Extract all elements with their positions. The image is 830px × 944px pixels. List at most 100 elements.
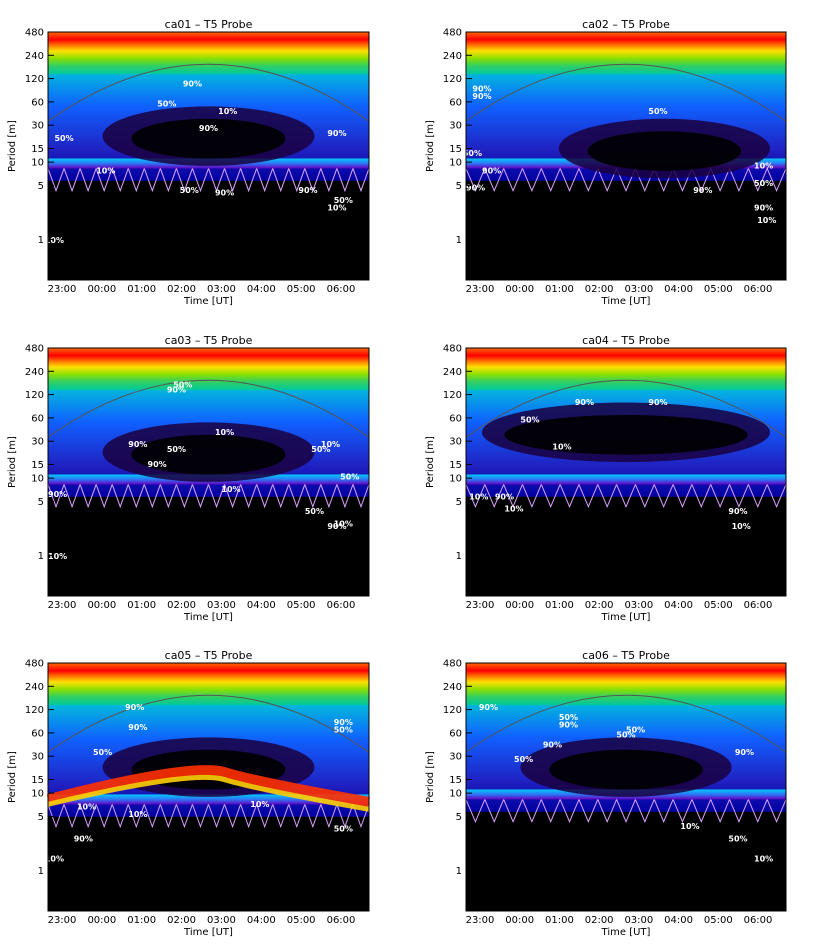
x-tick-label: 05:00 bbox=[704, 284, 733, 295]
significance-label: 90% bbox=[472, 85, 491, 94]
y-tick-label: 480 bbox=[443, 344, 462, 355]
wavelet-panel-6: 90%50%90%50%50%90%50%90%10%50%10%4802401… bbox=[425, 649, 787, 938]
rim-band bbox=[48, 794, 369, 805]
x-tick-label: 06:00 bbox=[744, 600, 773, 611]
x-tick-label: 05:00 bbox=[287, 284, 316, 295]
x-tick-label: 03:00 bbox=[624, 600, 653, 611]
x-tick-label: 02:00 bbox=[167, 284, 196, 295]
y-tick-label: 240 bbox=[25, 682, 44, 693]
x-tick-label: 04:00 bbox=[664, 284, 693, 295]
significance-label: 90% bbox=[183, 80, 202, 89]
significance-label: 50% bbox=[334, 196, 353, 205]
plot-frame bbox=[47, 31, 370, 281]
significance-label: 90% bbox=[215, 189, 234, 198]
x-tick-label: 02:00 bbox=[585, 915, 614, 926]
significance-label: 90% bbox=[128, 440, 147, 449]
significance-label: 90% bbox=[167, 386, 186, 395]
significance-label: 90% bbox=[74, 835, 93, 844]
significance-label: 10% bbox=[334, 520, 353, 529]
significance-core bbox=[587, 131, 742, 171]
significance-label: 50% bbox=[54, 134, 73, 143]
significance-label: 90% bbox=[472, 92, 491, 101]
y-tick-label: 480 bbox=[443, 28, 462, 39]
y-tick-label: 1 bbox=[456, 551, 462, 562]
significance-label: 90% bbox=[728, 507, 747, 516]
x-tick-label: 02:00 bbox=[585, 284, 614, 295]
significance-label: 90% bbox=[735, 748, 754, 757]
significance-label: 10% bbox=[218, 107, 237, 116]
y-tick-label: 120 bbox=[25, 74, 44, 85]
y-tick-label: 120 bbox=[443, 74, 462, 85]
y-tick-label: 120 bbox=[443, 390, 462, 401]
power-ridge-edge bbox=[47, 774, 370, 812]
y-tick-label: 5 bbox=[456, 812, 462, 823]
significance-label: 10% bbox=[754, 161, 773, 170]
x-tick-label: 02:00 bbox=[585, 600, 614, 611]
significance-label: 50% bbox=[520, 415, 539, 424]
rim-contour bbox=[465, 798, 787, 824]
y-tick-label: 15 bbox=[31, 775, 44, 786]
significance-core bbox=[504, 414, 748, 455]
significance-label: 50% bbox=[626, 725, 645, 734]
significance-label: 10% bbox=[469, 492, 488, 501]
x-tick-label: 04:00 bbox=[247, 284, 276, 295]
significance-label: 10% bbox=[327, 204, 346, 213]
y-tick-label: 60 bbox=[449, 97, 462, 108]
x-tick-label: 01:00 bbox=[127, 600, 156, 611]
x-tick-label: 00:00 bbox=[505, 284, 534, 295]
significance-label: 50% bbox=[167, 445, 186, 454]
x-tick-label: 23:00 bbox=[48, 915, 77, 926]
x-axis-label: Time [UT] bbox=[601, 927, 651, 938]
x-tick-label: 05:00 bbox=[287, 915, 316, 926]
y-tick-label: 240 bbox=[25, 367, 44, 378]
y-tick-label: 1 bbox=[38, 235, 44, 246]
y-tick-label: 30 bbox=[449, 437, 462, 448]
x-tick-label: 01:00 bbox=[127, 284, 156, 295]
significance-label: 50% bbox=[340, 472, 359, 481]
significance-label: 50% bbox=[334, 725, 353, 734]
x-axis-label: Time [UT] bbox=[601, 612, 651, 623]
y-axis-label: Period [m] bbox=[425, 436, 436, 488]
y-tick-label: 60 bbox=[31, 97, 44, 108]
y-tick-label: 1 bbox=[38, 866, 44, 877]
significance-label: 10% bbox=[680, 822, 699, 831]
plot-frame bbox=[465, 347, 787, 597]
y-tick-label: 30 bbox=[31, 121, 44, 132]
y-tick-label: 120 bbox=[25, 390, 44, 401]
y-tick-label: 15 bbox=[449, 144, 462, 155]
significance-label: 90% bbox=[327, 129, 346, 138]
y-tick-label: 5 bbox=[38, 181, 44, 192]
x-tick-label: 03:00 bbox=[207, 284, 236, 295]
significance-label: 90% bbox=[334, 718, 353, 727]
y-tick-label: 10 bbox=[449, 474, 462, 485]
y-tick-label: 5 bbox=[38, 497, 44, 508]
significance-label: 10% bbox=[754, 854, 773, 863]
significance-label: 50% bbox=[157, 99, 176, 108]
x-tick-label: 01:00 bbox=[545, 915, 574, 926]
y-tick-label: 480 bbox=[25, 344, 44, 355]
x-tick-label: 00:00 bbox=[505, 915, 534, 926]
y-tick-label: 30 bbox=[449, 121, 462, 132]
significance-label: 90% bbox=[125, 703, 144, 712]
significance-label: 50% bbox=[728, 835, 747, 844]
x-tick-label: 23:00 bbox=[466, 600, 495, 611]
significance-label: 10% bbox=[757, 216, 776, 225]
significance-label: 10% bbox=[250, 800, 269, 809]
plot-frame bbox=[47, 662, 370, 912]
significance-label: 50% bbox=[754, 179, 773, 188]
x-tick-label: 04:00 bbox=[664, 600, 693, 611]
y-tick-label: 480 bbox=[443, 659, 462, 670]
x-tick-label: 03:00 bbox=[207, 915, 236, 926]
x-tick-label: 01:00 bbox=[545, 600, 574, 611]
rim-contour bbox=[465, 483, 787, 509]
y-tick-label: 120 bbox=[25, 705, 44, 716]
x-tick-label: 06:00 bbox=[327, 284, 356, 295]
plot-frame bbox=[47, 347, 370, 597]
long-period-band bbox=[466, 663, 786, 706]
significance-label: 90% bbox=[148, 460, 167, 469]
y-tick-label: 15 bbox=[449, 460, 462, 471]
significance-core bbox=[549, 749, 703, 790]
x-axis-label: Time [UT] bbox=[601, 296, 651, 307]
x-tick-label: 00:00 bbox=[505, 600, 534, 611]
